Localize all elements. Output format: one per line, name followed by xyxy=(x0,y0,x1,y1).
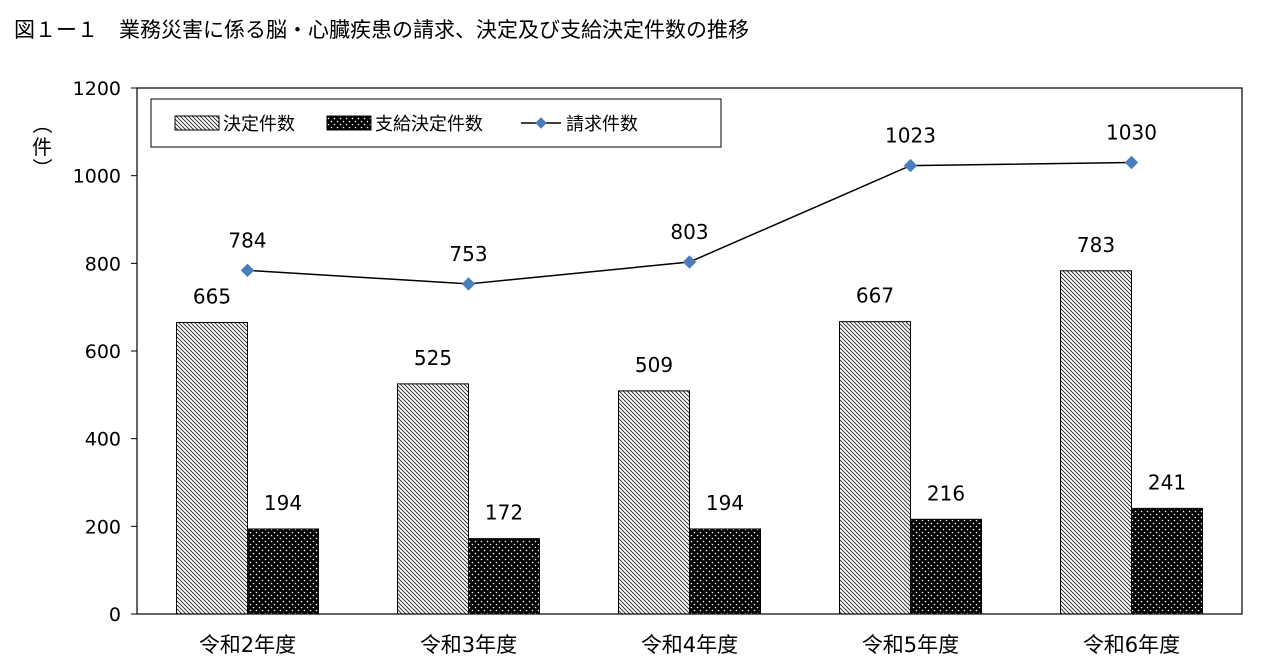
y-tick-label: 0 xyxy=(109,604,121,626)
y-tick-label: 200 xyxy=(85,516,121,538)
bar-value-label: 667 xyxy=(856,284,894,308)
x-tick-label: 令和5年度 xyxy=(862,633,959,657)
line-value-label: 784 xyxy=(228,228,266,252)
legend-label-decided: 決定件数 xyxy=(223,114,295,135)
bar-approved xyxy=(1131,507,1203,615)
bar-decided xyxy=(618,390,690,615)
line-value-label: 803 xyxy=(670,220,708,244)
x-tick-label: 令和3年度 xyxy=(420,633,517,657)
y-axis-label-char: ） xyxy=(30,158,54,178)
bar-value-label: 172 xyxy=(485,501,523,525)
legend-swatch-approved xyxy=(326,115,372,131)
x-tick-label: 令和4年度 xyxy=(641,633,738,657)
legend-label-approved: 支給決定件数 xyxy=(375,114,483,135)
bar-decided xyxy=(1060,270,1132,615)
line-layer xyxy=(240,155,1139,291)
x-tick-label: 令和6年度 xyxy=(1083,633,1180,657)
y-tick-label: 800 xyxy=(85,253,121,275)
line-point-claims xyxy=(240,263,255,278)
bar-approved xyxy=(468,538,540,615)
bar-value-label: 194 xyxy=(264,491,302,515)
bar-value-label: 241 xyxy=(1148,470,1186,494)
y-tick-label: 400 xyxy=(85,429,121,451)
line-value-label: 1023 xyxy=(885,124,936,148)
bar-approved xyxy=(247,528,319,615)
bar-decided xyxy=(176,322,248,615)
y-tick-label: 600 xyxy=(85,341,121,363)
y-axis-label-char: （ xyxy=(30,114,54,134)
line-value-label: 753 xyxy=(449,242,487,266)
line-point-claims xyxy=(682,255,697,269)
legend-swatch-claims-marker xyxy=(535,117,547,129)
bar-value-label: 216 xyxy=(927,481,965,505)
bar-approved xyxy=(689,528,761,615)
label-layer: 665 194 525 172 509 194 667 216 783 241 784 753 803 1… xyxy=(193,121,1186,525)
axis-layer: 0 200 400 600 800 1000 1200 （件） 令和2年度 令和3年度 令和4年度 令… xyxy=(30,78,1243,657)
bar-approved xyxy=(910,518,982,615)
legend-box xyxy=(150,98,722,148)
line-point-claims xyxy=(903,158,918,173)
chart-title: 図１ー１ 業務災害に係る脳・心臓疾患の請求、決定及び支給決定件数の推移 xyxy=(14,18,749,42)
bar-layer xyxy=(176,270,1203,615)
line-value-label: 1030 xyxy=(1106,121,1157,145)
y-axis-label-char: 件 xyxy=(32,135,52,159)
legend-label-claims: 請求件数 xyxy=(566,114,638,135)
line-point-claims xyxy=(1124,155,1139,170)
bar-decided xyxy=(839,321,911,615)
legend-swatch-decided xyxy=(174,115,220,131)
y-tick-label: 1000 xyxy=(73,166,121,188)
y-axis-label: （件） xyxy=(30,114,54,178)
y-tick-label: 1200 xyxy=(73,78,121,100)
bar-value-label: 525 xyxy=(414,346,452,370)
line-point-claims xyxy=(461,277,476,291)
x-tick-label: 令和2年度 xyxy=(199,633,296,657)
bar-decided xyxy=(397,383,469,615)
bar-value-label: 194 xyxy=(706,491,744,515)
bar-value-label: 665 xyxy=(193,285,231,309)
bar-value-label: 783 xyxy=(1077,233,1115,257)
legend: 決定件数 支給決定件数 請求件数 xyxy=(150,98,722,148)
bar-value-label: 509 xyxy=(635,353,673,377)
